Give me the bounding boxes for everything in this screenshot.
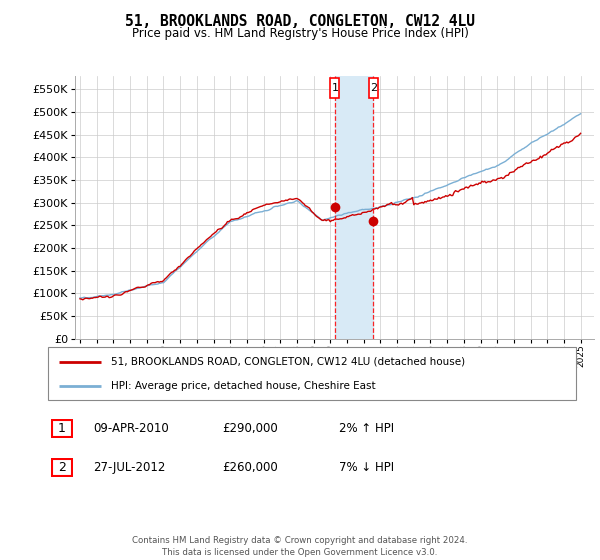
Text: 2% ↑ HPI: 2% ↑ HPI [339,422,394,435]
Text: £260,000: £260,000 [222,461,278,474]
Text: £290,000: £290,000 [222,422,278,435]
FancyBboxPatch shape [368,78,378,98]
Text: Price paid vs. HM Land Registry's House Price Index (HPI): Price paid vs. HM Land Registry's House … [131,27,469,40]
Text: 27-JUL-2012: 27-JUL-2012 [93,461,166,474]
Text: 09-APR-2010: 09-APR-2010 [93,422,169,435]
Text: 1: 1 [58,422,66,435]
Text: 1: 1 [331,83,338,93]
FancyBboxPatch shape [330,78,340,98]
Text: 2: 2 [370,83,377,93]
Bar [335,76,373,339]
Text: 2: 2 [58,461,66,474]
Text: Contains HM Land Registry data © Crown copyright and database right 2024.
This d: Contains HM Land Registry data © Crown c… [132,536,468,557]
Text: HPI: Average price, detached house, Cheshire East: HPI: Average price, detached house, Ches… [112,381,376,391]
Text: 51, BROOKLANDS ROAD, CONGLETON, CW12 4LU: 51, BROOKLANDS ROAD, CONGLETON, CW12 4LU [125,14,475,29]
Text: 7% ↓ HPI: 7% ↓ HPI [339,461,394,474]
Text: 51, BROOKLANDS ROAD, CONGLETON, CW12 4LU (detached house): 51, BROOKLANDS ROAD, CONGLETON, CW12 4LU… [112,357,466,367]
